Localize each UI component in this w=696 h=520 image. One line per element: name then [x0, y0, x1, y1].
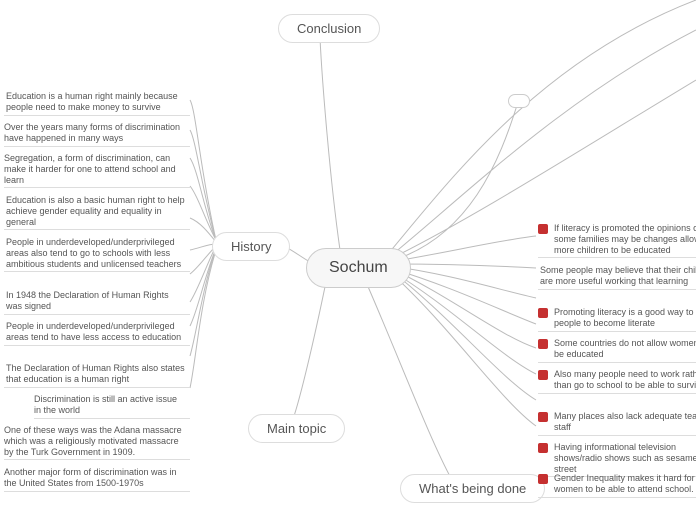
leaf-text: One of these ways was the Adana massacre… [4, 425, 186, 457]
right-leaf[interactable]: Many places also lack adequate teaching … [538, 410, 696, 436]
right-leaf[interactable]: Some countries do not allow women to be … [538, 337, 696, 363]
right-leaf[interactable]: Promoting literacy is a good way to get … [538, 306, 696, 332]
leaf-text: The Declaration of Human Rights also sta… [6, 363, 186, 385]
red-bullet-icon [538, 308, 548, 318]
history-leaf[interactable]: Education is also a basic human right to… [4, 194, 190, 230]
branch-history[interactable]: History [212, 232, 290, 261]
right-leaf[interactable]: If literacy is promoted the opinions of … [538, 222, 696, 258]
history-leaf[interactable]: Discrimination is still an active issue … [34, 393, 190, 419]
right-leaf[interactable]: Also many people need to work rather tha… [538, 368, 696, 394]
leaf-text: Discrimination is still an active issue … [34, 394, 186, 416]
history-leaf[interactable]: Over the years many forms of discriminat… [4, 121, 190, 147]
leaf-text: People in underdeveloped/underprivileged… [6, 237, 186, 269]
leaf-text: Gender Inequality makes it hard for some… [554, 473, 696, 494]
history-leaf[interactable]: The Declaration of Human Rights also sta… [4, 362, 190, 388]
history-leaf[interactable]: Another major form of discrimination was… [4, 466, 190, 492]
branch-label: History [231, 239, 271, 254]
leaf-text: Some people may believe that their child… [540, 265, 696, 286]
red-bullet-icon [538, 474, 548, 484]
right-leaf[interactable]: Some people may believe that their child… [538, 264, 696, 290]
leaf-text: Many places also lack adequate teaching … [554, 411, 696, 432]
leaf-text: Over the years many forms of discriminat… [4, 122, 186, 144]
leaf-text: Some countries do not allow women to be … [554, 338, 696, 359]
leaf-text: Education is a human right mainly becaus… [6, 91, 186, 113]
leaf-text: Promoting literacy is a good way to get … [554, 307, 696, 328]
leaf-text: In 1948 the Declaration of Human Rights … [6, 290, 186, 312]
leaf-text: Segregation, a form of discrimination, c… [4, 153, 186, 185]
branch-conclusion[interactable]: Conclusion [278, 14, 380, 43]
leaf-text: People in underdeveloped/underprivileged… [6, 321, 186, 343]
leaf-text: If literacy is promoted the opinions of … [554, 223, 696, 255]
red-bullet-icon [538, 224, 548, 234]
leaf-text: Another major form of discrimination was… [4, 467, 186, 489]
branch-maintopic[interactable]: Main topic [248, 414, 345, 443]
collapsed-node[interactable] [508, 94, 530, 108]
history-leaf[interactable]: People in underdeveloped/underprivileged… [4, 236, 190, 272]
leaf-text: Education is also a basic human right to… [6, 195, 186, 227]
red-bullet-icon [538, 412, 548, 422]
history-leaf[interactable]: Segregation, a form of discrimination, c… [4, 152, 190, 188]
branch-label: Conclusion [297, 21, 361, 36]
history-leaf[interactable]: One of these ways was the Adana massacre… [4, 424, 190, 460]
leaf-text: Also many people need to work rather tha… [554, 369, 696, 390]
central-label: Sochum [329, 259, 388, 276]
leaf-text: Having informational television shows/ra… [554, 442, 696, 474]
red-bullet-icon [538, 370, 548, 380]
red-bullet-icon [538, 339, 548, 349]
history-leaf[interactable]: In 1948 the Declaration of Human Rights … [4, 289, 190, 315]
history-leaf[interactable]: Education is a human right mainly becaus… [4, 90, 190, 116]
branch-label: What's being done [419, 481, 526, 496]
right-leaf[interactable]: Gender Inequality makes it hard for some… [538, 472, 696, 498]
branch-whatsdone[interactable]: What's being done [400, 474, 545, 503]
history-leaf[interactable]: People in underdeveloped/underprivileged… [4, 320, 190, 346]
red-bullet-icon [538, 443, 548, 453]
branch-label: Main topic [267, 421, 326, 436]
central-node[interactable]: Sochum [306, 248, 411, 288]
